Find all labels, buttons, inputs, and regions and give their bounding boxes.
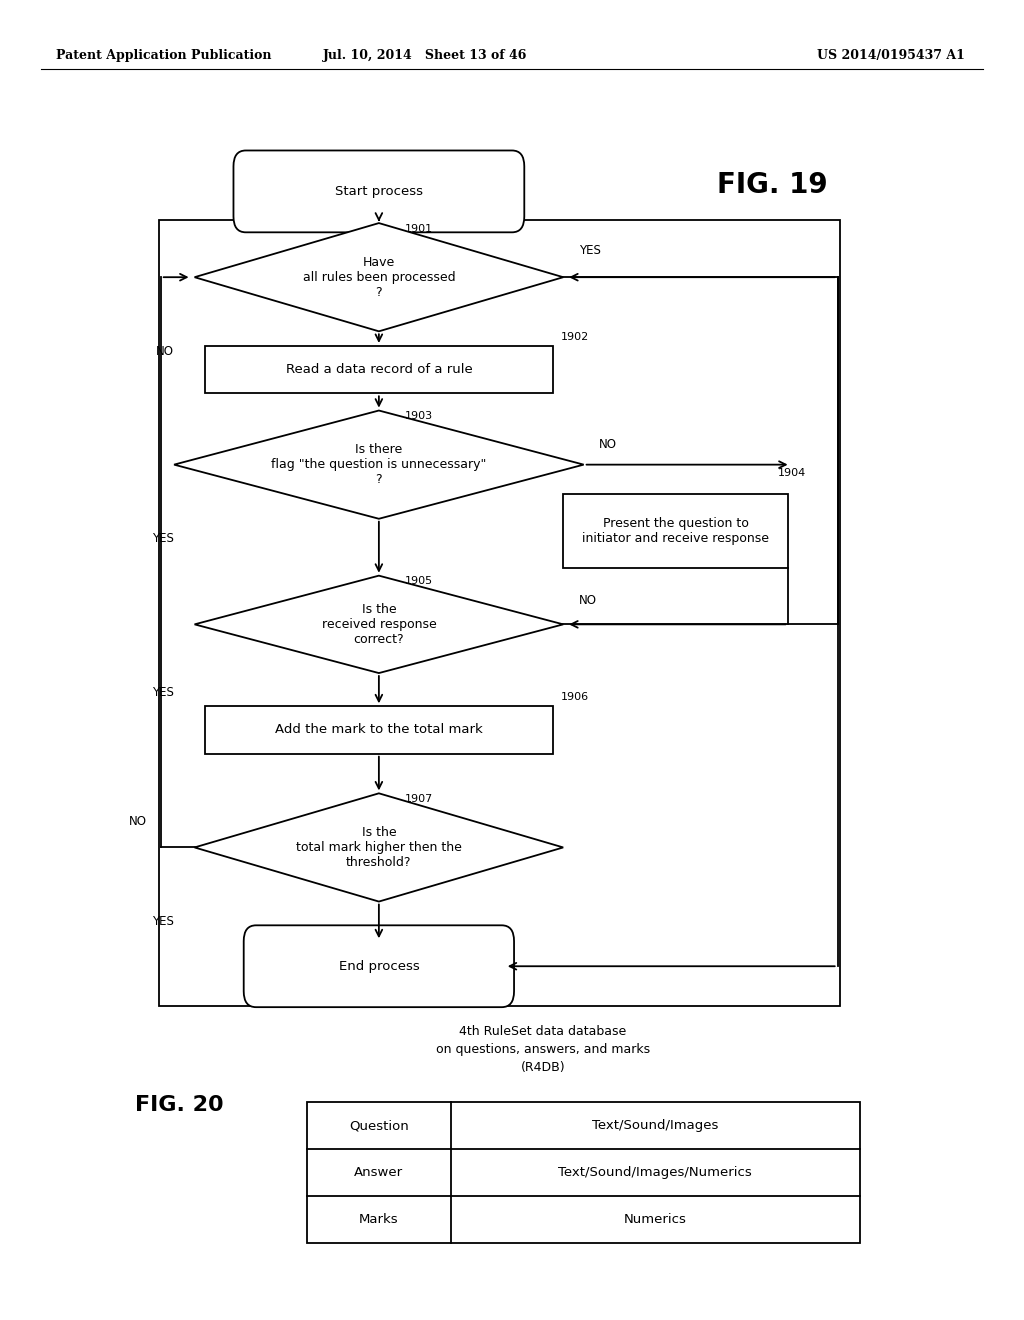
Text: Numerics: Numerics <box>624 1213 687 1226</box>
Text: NO: NO <box>599 438 617 451</box>
Text: FIG. 19: FIG. 19 <box>717 170 827 199</box>
Text: 1907: 1907 <box>404 793 433 804</box>
FancyBboxPatch shape <box>233 150 524 232</box>
FancyBboxPatch shape <box>205 346 553 393</box>
Text: Is the
total mark higher then the
threshold?: Is the total mark higher then the thresh… <box>296 826 462 869</box>
Text: Patent Application Publication: Patent Application Publication <box>56 49 271 62</box>
FancyBboxPatch shape <box>244 925 514 1007</box>
Text: Jul. 10, 2014   Sheet 13 of 46: Jul. 10, 2014 Sheet 13 of 46 <box>323 49 527 62</box>
Text: End process: End process <box>339 960 419 973</box>
Polygon shape <box>195 793 563 902</box>
Text: NO: NO <box>156 345 174 358</box>
Text: Add the mark to the total mark: Add the mark to the total mark <box>275 723 482 737</box>
FancyBboxPatch shape <box>563 494 788 568</box>
Text: 1905: 1905 <box>404 577 432 586</box>
Text: FIG. 20: FIG. 20 <box>135 1094 223 1115</box>
Text: 1903: 1903 <box>404 411 432 421</box>
Text: Have
all rules been processed
?: Have all rules been processed ? <box>302 256 456 298</box>
Text: Answer: Answer <box>354 1167 403 1179</box>
Text: 1902: 1902 <box>561 331 590 342</box>
Text: YES: YES <box>153 532 174 545</box>
Text: Question: Question <box>349 1119 409 1133</box>
Text: Is there
flag "the question is unnecessary"
?: Is there flag "the question is unnecessa… <box>271 444 486 486</box>
Polygon shape <box>174 411 584 519</box>
FancyBboxPatch shape <box>205 706 553 754</box>
Text: Marks: Marks <box>359 1213 398 1226</box>
Polygon shape <box>195 576 563 673</box>
Text: YES: YES <box>153 686 174 700</box>
Text: Start process: Start process <box>335 185 423 198</box>
Text: YES: YES <box>579 244 600 257</box>
Polygon shape <box>195 223 563 331</box>
Text: Text/Sound/Images/Numerics: Text/Sound/Images/Numerics <box>558 1167 753 1179</box>
Text: Read a data record of a rule: Read a data record of a rule <box>286 363 472 376</box>
Text: Is the
received response
correct?: Is the received response correct? <box>322 603 436 645</box>
Text: Present the question to
initiator and receive response: Present the question to initiator and re… <box>583 516 769 545</box>
Text: NO: NO <box>129 814 147 828</box>
Text: 1906: 1906 <box>561 692 589 702</box>
Text: 1904: 1904 <box>778 467 807 478</box>
Text: YES: YES <box>153 915 174 928</box>
Text: 1901: 1901 <box>404 223 432 234</box>
Text: 4th RuleSet data database
on questions, answers, and marks
(R4DB): 4th RuleSet data database on questions, … <box>435 1024 650 1074</box>
Text: Text/Sound/Images: Text/Sound/Images <box>592 1119 719 1133</box>
Text: US 2014/0195437 A1: US 2014/0195437 A1 <box>817 49 965 62</box>
Text: NO: NO <box>579 594 597 607</box>
